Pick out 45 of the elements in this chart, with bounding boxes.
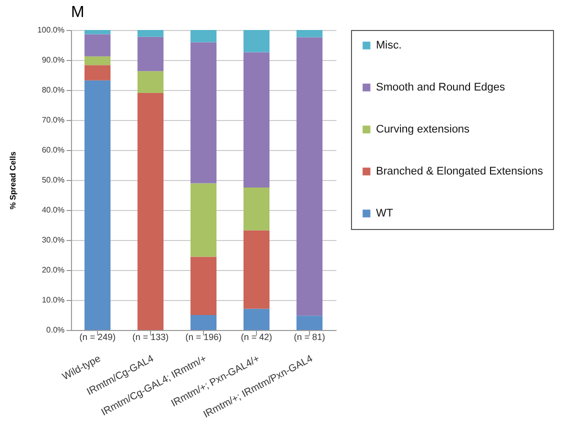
bar (190, 30, 216, 42)
bar (84, 56, 110, 66)
bar (296, 37, 322, 316)
bar (244, 230, 270, 309)
bar (244, 30, 270, 52)
bar (84, 34, 110, 56)
y-tick-label: 50.0% (42, 176, 64, 184)
bar (190, 256, 216, 315)
bar (138, 93, 164, 330)
text: (n = 196) (185, 332, 222, 342)
legend-label: Misc. (376, 40, 402, 52)
legend-label: WT (376, 208, 394, 220)
bar (84, 65, 110, 80)
bar (84, 30, 110, 34)
y-tick-label: 20.0% (42, 266, 64, 274)
bar (138, 30, 164, 37)
chart-title: M (71, 4, 84, 21)
text: (n = 81) (294, 332, 326, 342)
y-tick-label: 10.0% (42, 296, 64, 304)
bar (296, 30, 322, 38)
bar (190, 42, 216, 184)
legend-label: Curving extensions (376, 124, 470, 136)
y-tick-label: 70.0% (42, 116, 64, 124)
y-tick-label: 30.0% (42, 236, 64, 244)
y-axis-title: % Spread Cells (8, 151, 18, 210)
bar (84, 80, 110, 330)
bar (138, 36, 164, 72)
y-tick-label: 40.0% (42, 206, 64, 214)
bar (138, 71, 164, 93)
bar (244, 188, 270, 230)
bar (244, 52, 270, 188)
y-tick-label: 100.0% (37, 26, 64, 34)
text: (n = 133) (132, 332, 169, 342)
text: (n = 249) (79, 332, 116, 342)
bar (190, 315, 216, 330)
text: (n = 42) (240, 332, 272, 342)
legend-label: Smooth and Round Edges (376, 82, 506, 94)
bar (296, 316, 322, 330)
bar (190, 183, 216, 257)
y-tick-label: 60.0% (42, 146, 64, 154)
y-tick-label: 90.0% (42, 56, 64, 64)
legend-label: Branched & Elongated Extensions (376, 166, 544, 178)
y-tick-label: 0.0% (46, 326, 64, 334)
y-tick-label: 80.0% (42, 86, 64, 94)
bar (244, 308, 270, 330)
